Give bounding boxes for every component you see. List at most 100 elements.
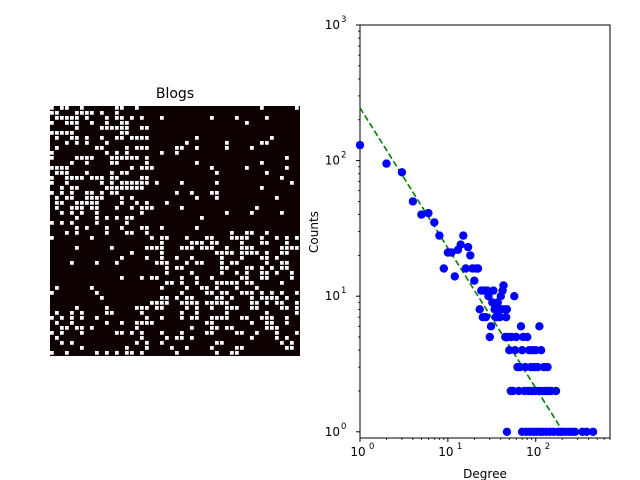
heatmap-cell [175,336,179,340]
heatmap-cell [125,346,129,350]
heatmap-cell [80,106,84,110]
heatmap-cell [265,276,269,280]
heatmap-cell [295,236,299,240]
heatmap-cell [215,286,219,290]
heatmap-cell [125,146,129,150]
heatmap-cell [185,306,189,310]
heatmap-cell [50,236,54,240]
heatmap-cell [100,181,104,185]
heatmap-cell [145,201,149,205]
heatmap-cell [210,346,214,350]
heatmap-cell [120,321,124,325]
heatmap-cell [265,256,269,260]
heatmap-cell [215,251,219,255]
heatmap-cell [100,136,104,140]
heatmap-cell [140,181,144,185]
heatmap-cell [265,271,269,275]
heatmap-cell [250,246,254,250]
heatmap-cell [285,296,289,300]
heatmap-cell [255,331,259,335]
heatmap-cell [120,196,124,200]
heatmap-cell [160,306,164,310]
data-point [355,140,365,150]
heatmap-cell [95,221,99,225]
heatmap-cell [145,176,149,180]
heatmap-cell [230,326,234,330]
heatmap-cell [240,241,244,245]
heatmap-cell [185,346,189,350]
heatmap-cell [190,326,194,330]
heatmap-cell [285,306,289,310]
heatmap-cell [230,351,234,355]
heatmap-cell [50,156,54,160]
heatmap-cell [170,281,174,285]
heatmap-cell [130,136,134,140]
heatmap-cell [85,136,89,140]
heatmap-cell [240,276,244,280]
heatmap-cell [165,296,169,300]
heatmap-cell [205,236,209,240]
heatmap-cell [105,306,109,310]
data-point [424,208,433,218]
heatmap-cell [245,166,249,170]
heatmap-cell [80,346,84,350]
heatmap-cell [75,246,79,250]
heatmap-cell [255,251,259,255]
heatmap-cell [270,266,274,270]
heatmap-cell [195,136,199,140]
data-point [570,427,580,436]
heatmap-cell [115,111,119,115]
heatmap-cell [135,326,139,330]
x-axis-label: Degree [463,467,507,480]
heatmap-cell [60,316,64,320]
heatmap-cell [110,126,114,130]
heatmap-cell [90,236,94,240]
heatmap-cell [115,351,119,355]
heatmap-cell [285,246,289,250]
heatmap-cell [265,171,269,175]
data-point [533,362,542,372]
heatmap-cell [120,171,124,175]
heatmap-cell [110,246,114,250]
heatmap-cell [275,271,279,275]
heatmap-cell [75,306,79,310]
heatmap-cell [70,121,74,125]
heatmap-cell [125,186,129,190]
heatmap-cell [155,261,159,265]
heatmap-cell [145,136,149,140]
data-point [397,168,407,177]
heatmap-cell [140,336,144,340]
heatmap-cell [115,261,119,265]
heatmap-cell [90,196,94,200]
heatmap-cell [165,201,169,205]
heatmap-cell [280,301,284,305]
heatmap-cell [160,286,164,290]
heatmap-cell [160,251,164,255]
heatmap-cell [95,176,99,180]
heatmap-cell [210,331,214,335]
heatmap-cell [200,286,204,290]
heatmap-cell [260,296,264,300]
heatmap-cell [285,321,289,325]
heatmap-cell [265,261,269,265]
heatmap-cell [60,211,64,215]
heatmap-cell [55,136,59,140]
heatmap-cell [215,181,219,185]
data-point [430,218,439,227]
heatmap-cell [220,251,224,255]
heatmap-cell [260,266,264,270]
heatmap-cell [195,281,199,285]
heatmap-cell [160,296,164,300]
heatmap-cell [90,121,94,125]
heatmap-cell [185,296,189,300]
heatmap-cell [120,136,124,140]
heatmap-cell [105,226,109,230]
data-point [523,332,532,342]
heatmap-cell [80,311,84,315]
heatmap-cell [195,241,199,245]
heatmap-cell [180,276,184,280]
heatmap-cell [130,331,134,335]
heatmap-cell [180,336,184,340]
heatmap-cell [225,246,229,250]
heatmap-cell [195,226,199,230]
